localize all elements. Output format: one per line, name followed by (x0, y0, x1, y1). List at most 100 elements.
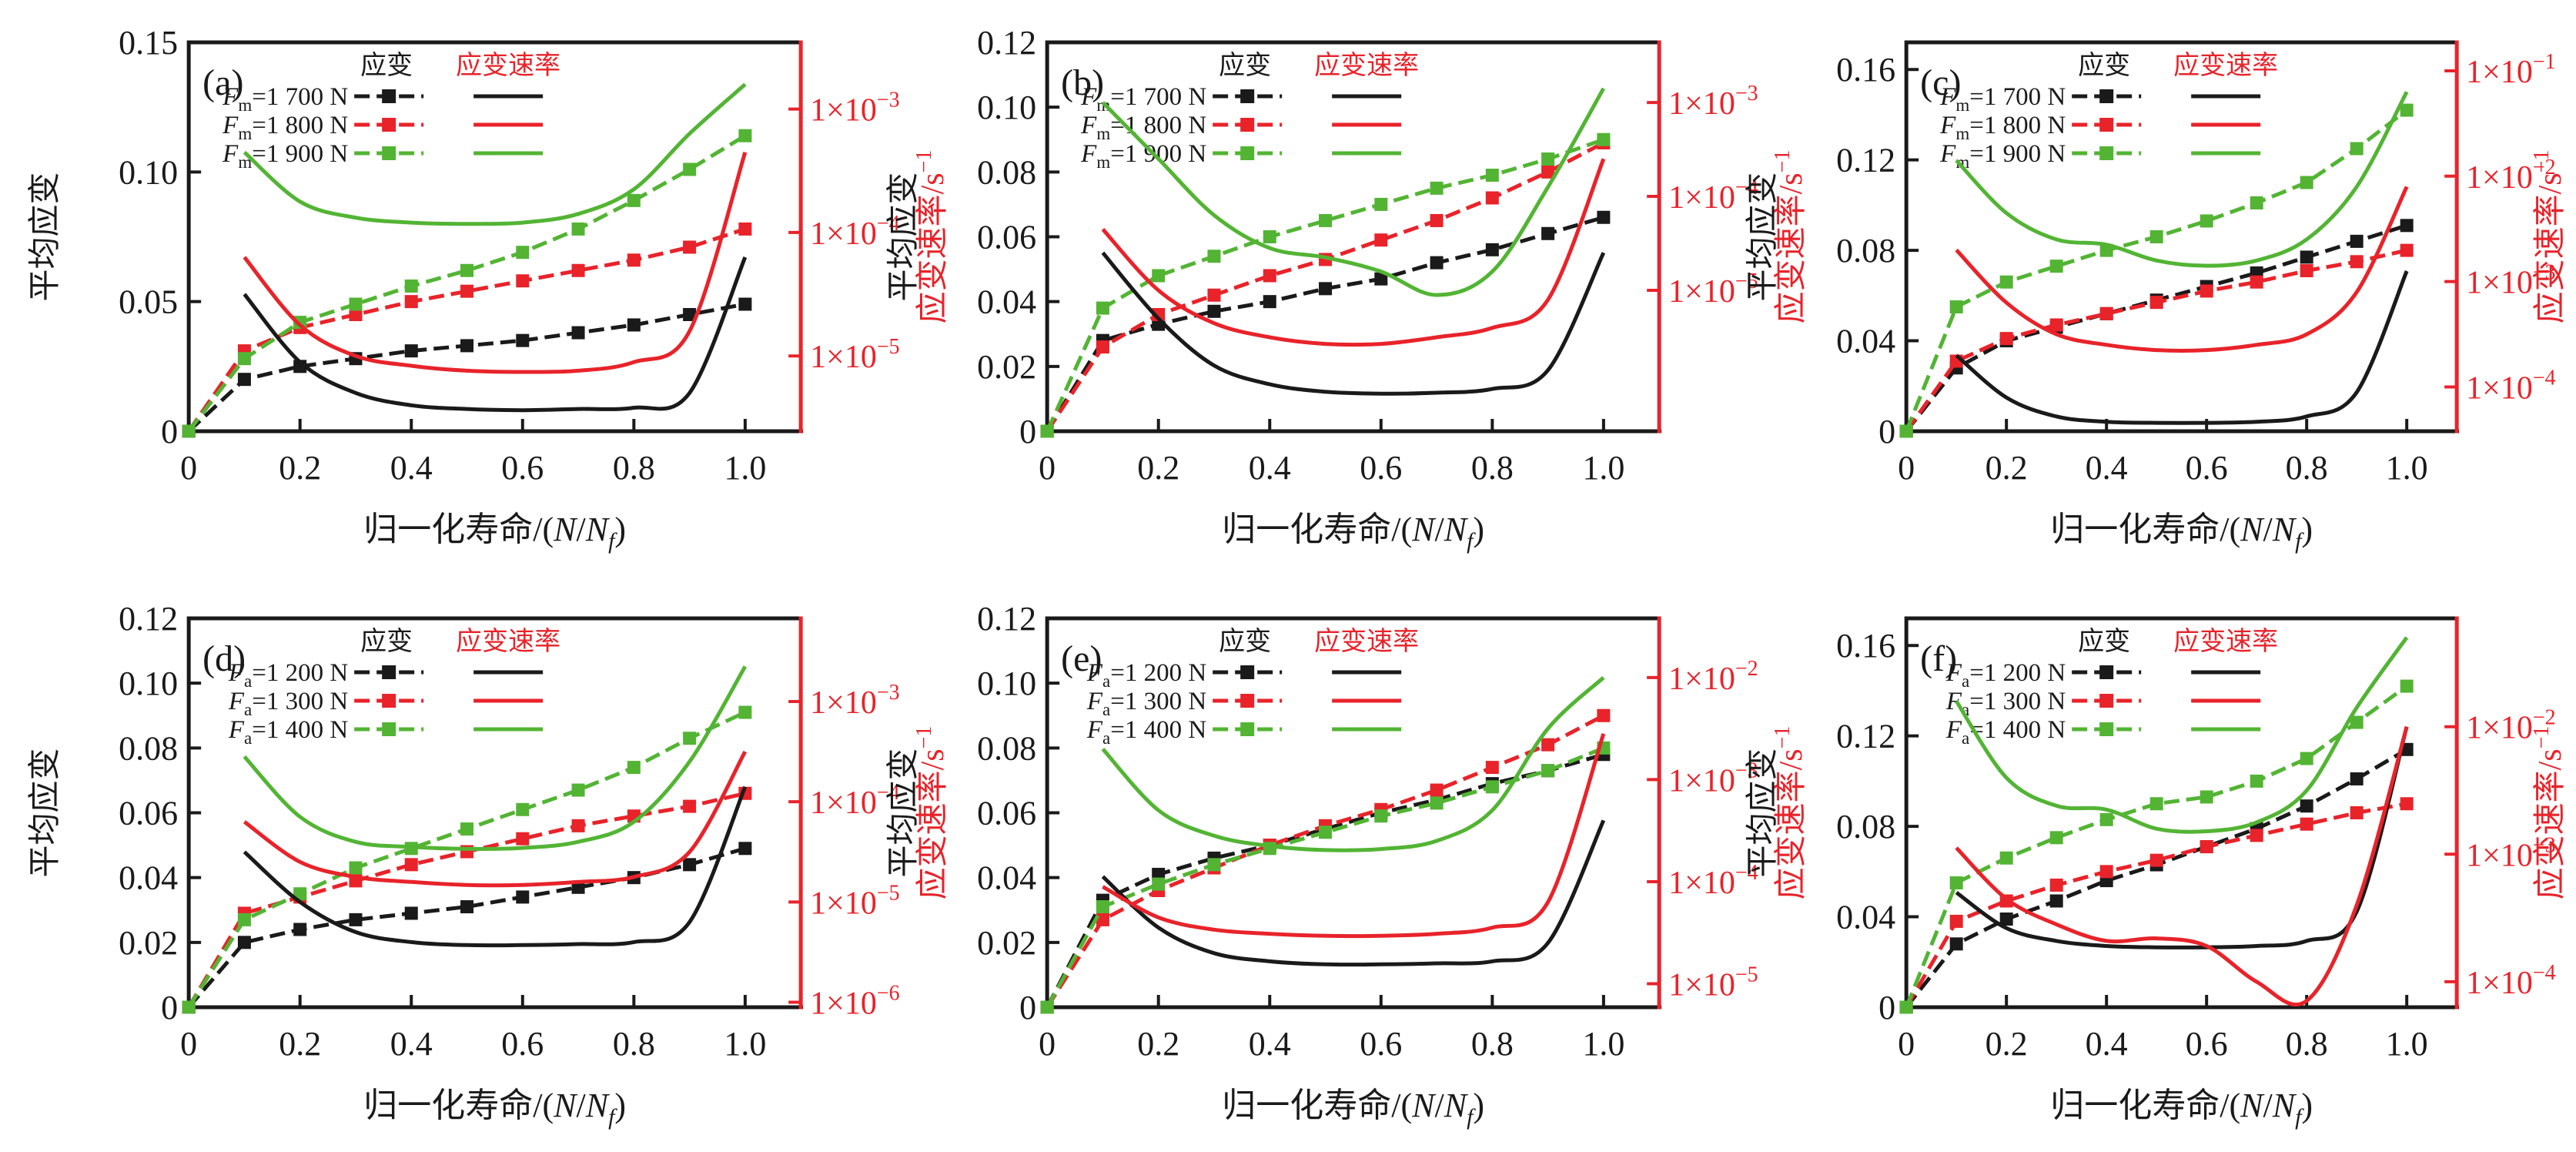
x-tick-label: 0 (1898, 449, 1915, 487)
x-tick-label: 0 (1898, 1025, 1915, 1063)
right-tick-label: 1×10−3 (810, 89, 899, 129)
left-axis: 0 0.05 0.10 0.15 平均应变 (27, 24, 202, 450)
legend-strain-marker (382, 118, 396, 132)
left-tick-label: 0.02 (977, 348, 1036, 386)
strain-marker (293, 887, 307, 901)
legend: 应变 应变速率 Fa=1 200 NFa=1 300 NFa=1 400 N (228, 627, 560, 748)
left-tick-label: 0.05 (119, 283, 178, 321)
strain-marker (1207, 249, 1221, 263)
left-axis-title: 平均应变 (1745, 748, 1781, 877)
strain-marker (516, 274, 530, 288)
strain-marker (1207, 304, 1221, 318)
strain-marker (2400, 679, 2414, 693)
strain-marker (2149, 797, 2163, 811)
strain-marker (2049, 260, 2063, 273)
legend: 应变 应变速率 Fm=1 700 NFm=1 800 NFm=1 900 N (1939, 51, 2278, 172)
strain-marker (1430, 181, 1444, 195)
right-tick-label: 1×10−3 (2466, 833, 2555, 873)
x-tick-label: 0.6 (2185, 1025, 2227, 1063)
strain-marker (1486, 761, 1500, 775)
legend-header-rate: 应变速率 (456, 627, 560, 656)
right-axis: 1×10−2 1×10−3 1×10−4 应变速率/s−1 (2444, 706, 2568, 1001)
strain-marker (1999, 912, 2013, 926)
strain-marker (2049, 894, 2063, 908)
strain-marker (2250, 196, 2263, 209)
strain-series (1040, 708, 1611, 1014)
legend-entry-label: Fa=1 400 N (1945, 716, 2066, 748)
strain-marker (2300, 817, 2313, 831)
rate-curve (1101, 676, 1605, 852)
left-tick-label: 0.16 (1836, 627, 1895, 665)
legend-entry-label: Fa=1 200 N (1945, 659, 2066, 691)
legend-strain-marker (1240, 146, 1255, 160)
strain-series (1040, 210, 1611, 438)
strain-marker (1096, 301, 1110, 315)
strain-marker (182, 424, 196, 438)
strain-marker (1899, 1000, 1913, 1014)
strain-marker (1541, 738, 1555, 752)
chart-c: 0 0.04 0.08 0.12 0.16 平均应变 0 0.2 0.4 0.6 0.8 1.0 归一化… (1745, 40, 2568, 554)
x-axis-title: 归一化寿命/(N/Nf) (1223, 1087, 1485, 1130)
legend-header-strain: 应变 (2078, 627, 2130, 656)
strain-marker (1949, 876, 1963, 890)
strain-marker (404, 279, 418, 293)
legend-entry-label: Fm=1 700 N (1080, 83, 1206, 115)
strain-marker (738, 842, 752, 856)
strain-marker (1207, 858, 1221, 872)
x-tick-label: 1.0 (724, 1025, 766, 1063)
strain-marker (1263, 230, 1277, 243)
strain-marker (349, 308, 363, 321)
strain-marker (1430, 783, 1444, 797)
left-tick-label: 0 (1019, 989, 1036, 1026)
x-tick-label: 0.4 (2085, 1025, 2127, 1063)
strain-marker (1597, 708, 1611, 722)
strain-marker (738, 222, 752, 236)
strain-marker (2400, 219, 2414, 233)
strain-marker (1999, 332, 2013, 346)
panel-label: (d) (202, 638, 246, 679)
legend-entry-label: Fm=1 800 N (222, 112, 348, 143)
legend-header-strain: 应变 (1219, 51, 1271, 80)
strain-marker (1374, 272, 1388, 286)
strain-marker (1319, 825, 1333, 839)
x-tick-label: 0.8 (1471, 449, 1514, 487)
right-tick-label: 1×10−2 (2466, 706, 2555, 746)
legend-entry-label: Fm=1 700 N (222, 83, 348, 115)
strain-series (1040, 748, 1611, 1014)
left-tick-label: 0.16 (1836, 51, 1895, 89)
strain-marker (2300, 250, 2313, 264)
x-tick-label: 0.8 (2285, 449, 2327, 487)
strain-marker (2250, 774, 2263, 788)
right-tick-label: 1×10−6 (810, 981, 899, 1021)
strain-marker (2049, 831, 2063, 845)
right-axis: 1×10−3 1×10−4 1×10−5 应变速率/s−1 (788, 89, 951, 375)
strain-marker (1430, 256, 1444, 270)
subplot-c: 0 0.04 0.08 0.12 0.16 平均应变 0 0.2 0.4 0.6 0.8 1.0 归一化… (1718, 0, 2576, 576)
strain-marker (683, 308, 697, 321)
strain-series (1899, 742, 2414, 1014)
legend-entry-label: Fa=1 300 N (228, 688, 349, 719)
right-tick-label: 1×10−3 (810, 681, 899, 721)
strain-marker (2099, 306, 2113, 320)
legend-strain-marker (1240, 665, 1255, 679)
left-tick-label: 0.02 (977, 924, 1036, 962)
left-tick-label: 0.10 (977, 89, 1036, 126)
x-tick-label: 0.2 (279, 449, 321, 487)
right-axis: 1×10−2 1×10−3 1×10−4 1×10−5 应变速率/s−1 (1647, 657, 1809, 1003)
strain-marker (1541, 152, 1555, 166)
x-tick-label: 1.0 (1583, 1025, 1625, 1063)
strain-marker (2350, 715, 2364, 729)
rate-curve (1102, 819, 1606, 967)
panel-label: (a) (202, 62, 243, 103)
right-axis-title: 应变速率/s−1 (1771, 726, 1809, 900)
strain-marker (2350, 142, 2364, 156)
strain-marker (1949, 937, 1963, 951)
strain-marker (2200, 790, 2213, 804)
left-axis: 0 0.04 0.08 0.12 0.16 平均应变 (1745, 51, 1919, 450)
strain-marker (516, 832, 530, 846)
strain-marker (2250, 275, 2263, 289)
right-axis-title: 应变速率/s−1 (912, 150, 951, 324)
legend-entry-label: Fa=1 200 N (228, 659, 349, 691)
